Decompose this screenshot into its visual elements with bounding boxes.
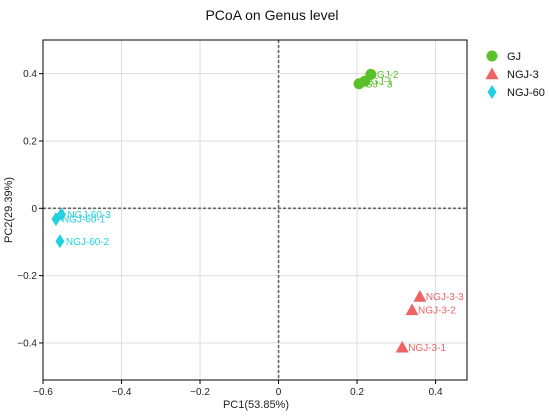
point-labels: GJ-2GJ-1GJ - 3 NGJ-3-3 NGJ-3-2 NGJ-3-1 NGJ-6… (62, 70, 464, 354)
data-point (353, 78, 365, 90)
chart-title: PCoA on Genus level (205, 7, 338, 23)
legend-marker (486, 50, 498, 62)
point-label: NGJ-3-3 (426, 292, 464, 303)
point-label: NGJ-60-3 (67, 210, 111, 221)
point-label: NGJ-60-2 (66, 237, 110, 248)
y-tick-label: 0.2 (23, 136, 37, 147)
y-tick-label: 0.4 (23, 69, 37, 80)
legend-marker (487, 85, 497, 99)
x-tick-label: −0.2 (190, 387, 210, 398)
point-label: GJ-1 (371, 77, 393, 88)
x-tick-label: −0.4 (112, 387, 132, 398)
data-points (51, 68, 427, 353)
data-point (395, 340, 409, 353)
y-tick-label: −0.4 (17, 338, 37, 349)
legend-label: GJ (507, 51, 521, 63)
legend-label: NGJ-3 (507, 69, 539, 81)
y-tick-label: −0.2 (17, 271, 37, 282)
point-label: NGJ-60-1 (62, 215, 106, 226)
data-point (413, 290, 427, 302)
x-tick-label: 0 (276, 387, 282, 398)
y-tick-label: 0 (31, 204, 37, 215)
data-point (405, 303, 419, 316)
plot-frame (42, 39, 468, 381)
x-tick-label: −0.6 (33, 387, 53, 398)
legend-label: NGJ-60 (507, 87, 545, 99)
axis-ticks: −0.6 −0.4 −0.2 0 0.2 0.4 0.4 0.2 0 −0.2 −0.4 (17, 69, 443, 398)
point-label: GJ - 3 (365, 79, 393, 90)
point-label: GJ-2 (377, 70, 399, 81)
x-tick-label: 0.4 (429, 387, 443, 398)
x-axis-label: PC1(53.85%) (223, 399, 289, 411)
zero-lines (43, 40, 467, 380)
data-point (55, 234, 65, 249)
x-tick-label: 0.2 (350, 387, 364, 398)
point-label: NGJ-3-1 (408, 343, 446, 354)
point-label: NGJ-3-2 (418, 305, 456, 316)
legend: GJ NGJ-3 NGJ-60 (485, 50, 545, 99)
data-point (51, 212, 61, 227)
y-axis-label: PC2(29.39%) (3, 177, 15, 243)
legend-marker (485, 67, 499, 80)
